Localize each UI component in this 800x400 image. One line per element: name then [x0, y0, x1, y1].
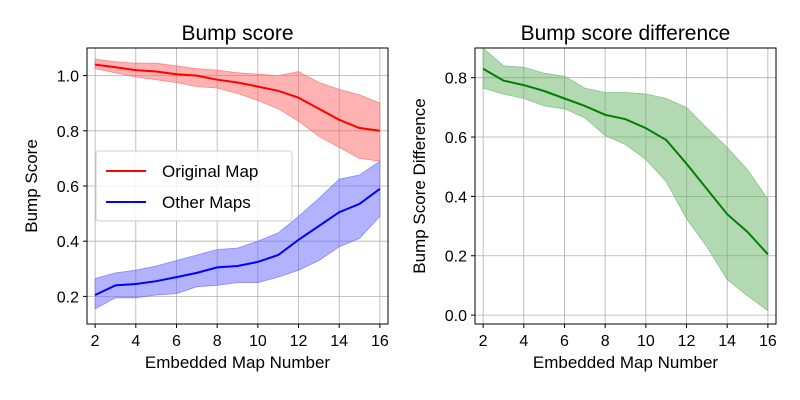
legend-label-other-maps: Other Maps	[162, 193, 251, 212]
y-tick-label: 0.4	[445, 189, 467, 206]
bump-score-difference-chart: 2 4 6 8 10 12 14 16 0.0 0.2 0.4 0.6 0.8 Bump score …	[410, 22, 777, 372]
x-axis-label: Embedded Map Number	[145, 353, 331, 372]
x-tick-label: 10	[637, 333, 655, 350]
x-tick-label: 6	[172, 333, 181, 350]
y-axis-label: Bump Score	[22, 139, 41, 233]
y-ticks: 0.2 0.4 0.6 0.8 1.0	[57, 69, 87, 306]
band-other-maps	[94, 160, 381, 310]
x-tick-label: 14	[330, 333, 348, 350]
y-tick-label: 0.0	[445, 308, 467, 325]
x-tick-label: 8	[213, 333, 222, 350]
bump-score-chart: 2 4 6 8 10 12 14 16 0.20.40.60.81.0 Bump score …	[22, 22, 389, 372]
legend-label-original-map: Original Map	[162, 162, 258, 181]
x-ticks: 2 4 6 8 10 12 14 16	[479, 324, 777, 350]
x-tick-label: 8	[601, 333, 610, 350]
y-tick-label: 0.6	[445, 130, 467, 147]
line-original-map	[94, 63, 381, 132]
legend-box	[95, 150, 293, 222]
x-tick-label: 16	[371, 333, 389, 350]
y-tick-label: 0.2	[445, 249, 467, 266]
x-axis-label: Embedded Map Number	[533, 353, 719, 372]
x-tick-label: 10	[249, 333, 267, 350]
confidence-bands	[94, 58, 381, 310]
y-tick-label: 1.0	[57, 69, 79, 86]
series-lines	[94, 63, 381, 296]
legend: Original Map Other Maps	[95, 150, 293, 222]
x-ticks: 2 4 6 8 10 12 14 16	[91, 324, 389, 350]
chart-title: Bump score difference	[521, 22, 731, 45]
chart-title: Bump score	[181, 22, 293, 45]
x-tick-label: 14	[718, 333, 736, 350]
y-tick-label: 0.2	[57, 289, 79, 306]
y-ticks: 0.0 0.2 0.4 0.6 0.8	[445, 71, 475, 325]
x-tick-label: 12	[290, 333, 308, 350]
y-axis-label: Bump Score Difference	[410, 98, 429, 273]
band-original-map	[94, 58, 381, 162]
x-tick-label: 2	[91, 333, 100, 350]
x-tick-label: 4	[131, 333, 140, 350]
band-difference	[482, 47, 769, 312]
confidence-bands	[482, 47, 769, 312]
y-tick-label: 0.4	[57, 234, 79, 251]
x-tick-label: 6	[560, 333, 569, 350]
x-tick-label: 12	[678, 333, 696, 350]
x-tick-label: 2	[479, 333, 488, 350]
series-lines	[482, 67, 769, 255]
x-tick-label: 4	[519, 333, 528, 350]
y-tick-label: 0.8	[57, 124, 79, 141]
x-tick-label: 16	[759, 333, 777, 350]
line-difference	[482, 67, 769, 255]
plot-frame	[474, 47, 777, 325]
y-tick-label: 0.8	[445, 71, 467, 88]
y-tick-label: 0.6	[57, 179, 79, 196]
line-other-maps	[94, 187, 381, 296]
